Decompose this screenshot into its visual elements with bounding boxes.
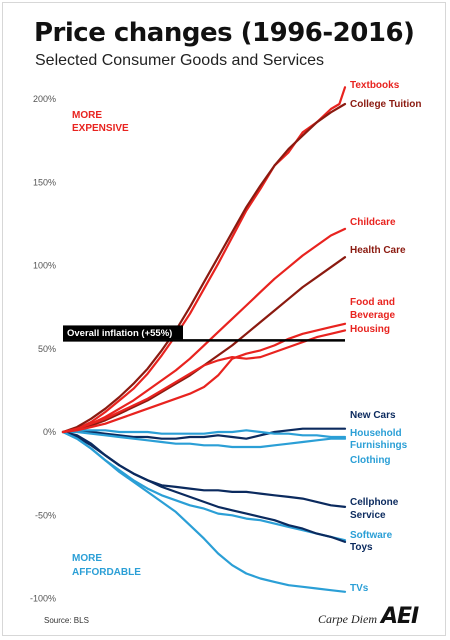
series-line-food-and-beverage [61, 322, 347, 434]
y-tick-label: 200% [33, 94, 56, 104]
series-label-toys: Toys [350, 542, 373, 553]
series-line-childcare [61, 227, 347, 434]
series-label-clothing: Clothing [350, 455, 391, 466]
series-label-housing: Housing [350, 324, 390, 335]
chart-subtitle: Selected Consumer Goods and Services [35, 52, 325, 69]
series-label-college-tuition: College Tuition [350, 99, 421, 110]
series-lines [61, 86, 347, 593]
series-label-new-cars: New Cars [350, 410, 396, 421]
series-line-clothing [61, 430, 347, 449]
series-label-household-furnishings: Household [350, 428, 402, 439]
y-tick-label: 50% [38, 344, 56, 354]
series-label-cellphone-service: Service [350, 510, 386, 521]
y-tick-label: 100% [33, 261, 56, 271]
series-line-new-cars [61, 427, 347, 440]
series-line-tvs [61, 430, 347, 593]
y-tick-label: 0% [43, 427, 56, 437]
region-annotations: MORE EXPENSIVE MORE AFFORDABLE [72, 110, 141, 578]
series-label-textbooks: Textbooks [350, 80, 400, 91]
series-label-food-and-beverage: Beverage [350, 310, 395, 321]
aei-logo: AEI [381, 604, 419, 629]
chart-frame [2, 2, 446, 636]
series-line-software [61, 430, 347, 542]
series-line-college-tuition [61, 102, 347, 434]
series-line-household-furnishings [61, 429, 347, 439]
inflation-label: Overall inflation (+55%) [67, 328, 172, 339]
series-label-food-and-beverage: Food and [350, 297, 395, 308]
series-labels: Textbooks College Tuition Childcare Health … [350, 80, 421, 594]
chart-title: Price changes (1996-2016) [34, 18, 415, 48]
blog-name: Carpe Diem [318, 612, 377, 626]
y-tick-label: 150% [33, 177, 56, 187]
series-label-tvs: TVs [350, 583, 369, 594]
more-affordable-line2: AFFORDABLE [72, 567, 141, 578]
series-label-household-furnishings: Furnishings [350, 440, 408, 451]
y-tick-label: -100% [30, 594, 56, 604]
series-label-cellphone-service: Cellphone [350, 497, 399, 508]
more-expensive-line2: EXPENSIVE [72, 123, 129, 134]
y-axis: -100% -50% 0% 50% 100% 150% 200% [30, 94, 56, 604]
inflation-label-background [63, 325, 183, 340]
series-label-childcare: Childcare [350, 217, 396, 228]
series-line-housing [61, 329, 347, 434]
more-expensive-line1: MORE [72, 110, 102, 121]
series-line-cellphone-service [61, 430, 347, 508]
series-label-health-care: Health Care [350, 245, 406, 256]
series-label-software: Software [350, 530, 393, 541]
y-tick-label: -50% [35, 510, 56, 520]
series-line-textbooks [61, 86, 347, 434]
series-line-toys [61, 430, 347, 543]
source-note: Source: BLS [44, 616, 89, 625]
inflation-reference: Overall inflation (+55%) [63, 325, 345, 342]
more-affordable-line1: MORE [72, 553, 102, 564]
